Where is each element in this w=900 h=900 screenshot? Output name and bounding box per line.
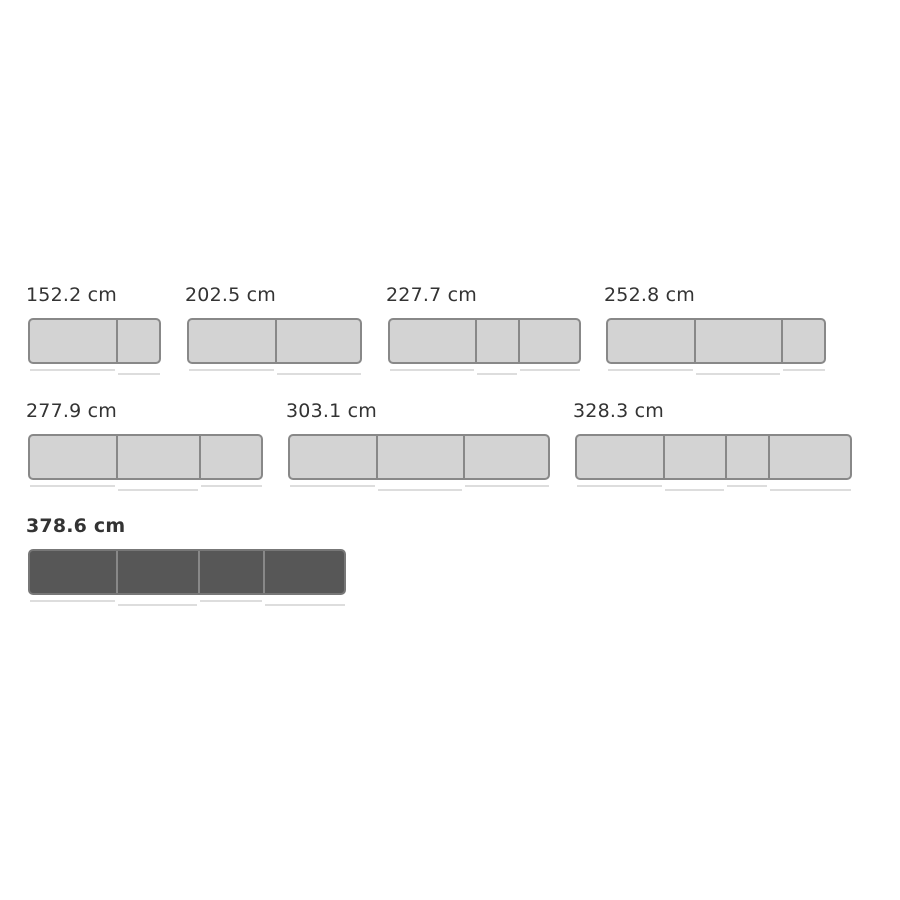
module-dimension-line	[390, 369, 474, 371]
module-dimension-line	[290, 485, 375, 487]
module-dimension-line	[118, 489, 198, 491]
module-dimension-line	[608, 369, 693, 371]
size-option-label: 252.8 cm	[604, 284, 695, 306]
sofa-module-diagram	[28, 549, 346, 595]
module-divider	[116, 551, 118, 593]
module-divider	[475, 320, 477, 362]
module-divider	[376, 436, 378, 478]
size-option-label: 378.6 cm	[26, 515, 126, 537]
size-option-label: 152.2 cm	[26, 284, 117, 306]
size-option[interactable]: 152.2 cm	[26, 284, 161, 378]
module-dimension-line	[201, 485, 262, 487]
module-dimension-line	[727, 485, 767, 487]
module-dimension-line	[277, 373, 361, 375]
module-dimension-line	[477, 373, 517, 375]
size-option[interactable]: 227.7 cm	[386, 284, 581, 378]
size-option[interactable]: 252.8 cm	[604, 284, 826, 378]
sofa-module-diagram	[28, 318, 161, 364]
module-dimension-line	[577, 485, 662, 487]
module-divider	[463, 436, 465, 478]
size-option[interactable]: 202.5 cm	[185, 284, 362, 378]
module-dimension-line	[378, 489, 462, 491]
module-divider	[694, 320, 696, 362]
module-divider	[725, 436, 727, 478]
module-dimension-line	[696, 373, 780, 375]
sofa-module-diagram	[575, 434, 852, 480]
module-dimension-line	[118, 373, 160, 375]
sofa-module-diagram	[288, 434, 550, 480]
module-divider	[275, 320, 277, 362]
size-option[interactable]: 277.9 cm	[26, 400, 263, 494]
size-option-label: 303.1 cm	[286, 400, 377, 422]
size-option-label: 202.5 cm	[185, 284, 276, 306]
sofa-module-diagram	[606, 318, 826, 364]
module-divider	[198, 551, 200, 593]
sofa-module-diagram	[187, 318, 362, 364]
module-dimension-line	[665, 489, 724, 491]
size-option-label: 227.7 cm	[386, 284, 477, 306]
module-dimension-line	[770, 489, 851, 491]
size-option-label: 277.9 cm	[26, 400, 117, 422]
sofa-module-diagram	[28, 434, 263, 480]
module-divider	[518, 320, 520, 362]
size-option[interactable]: 378.6 cm	[26, 515, 346, 609]
module-dimension-line	[520, 369, 580, 371]
module-divider	[116, 436, 118, 478]
module-dimension-line	[783, 369, 825, 371]
module-divider	[263, 551, 265, 593]
module-divider	[663, 436, 665, 478]
size-option-label: 328.3 cm	[573, 400, 664, 422]
module-divider	[781, 320, 783, 362]
module-divider	[199, 436, 201, 478]
size-option[interactable]: 303.1 cm	[286, 400, 550, 494]
module-dimension-line	[118, 604, 197, 606]
size-option[interactable]: 328.3 cm	[573, 400, 852, 494]
sofa-module-diagram	[388, 318, 581, 364]
module-divider	[768, 436, 770, 478]
module-dimension-line	[30, 600, 115, 602]
module-dimension-line	[30, 369, 115, 371]
module-dimension-line	[465, 485, 549, 487]
module-dimension-line	[265, 604, 345, 606]
module-dimension-line	[189, 369, 274, 371]
module-divider	[116, 320, 118, 362]
module-dimension-line	[30, 485, 115, 487]
module-dimension-line	[200, 600, 262, 602]
